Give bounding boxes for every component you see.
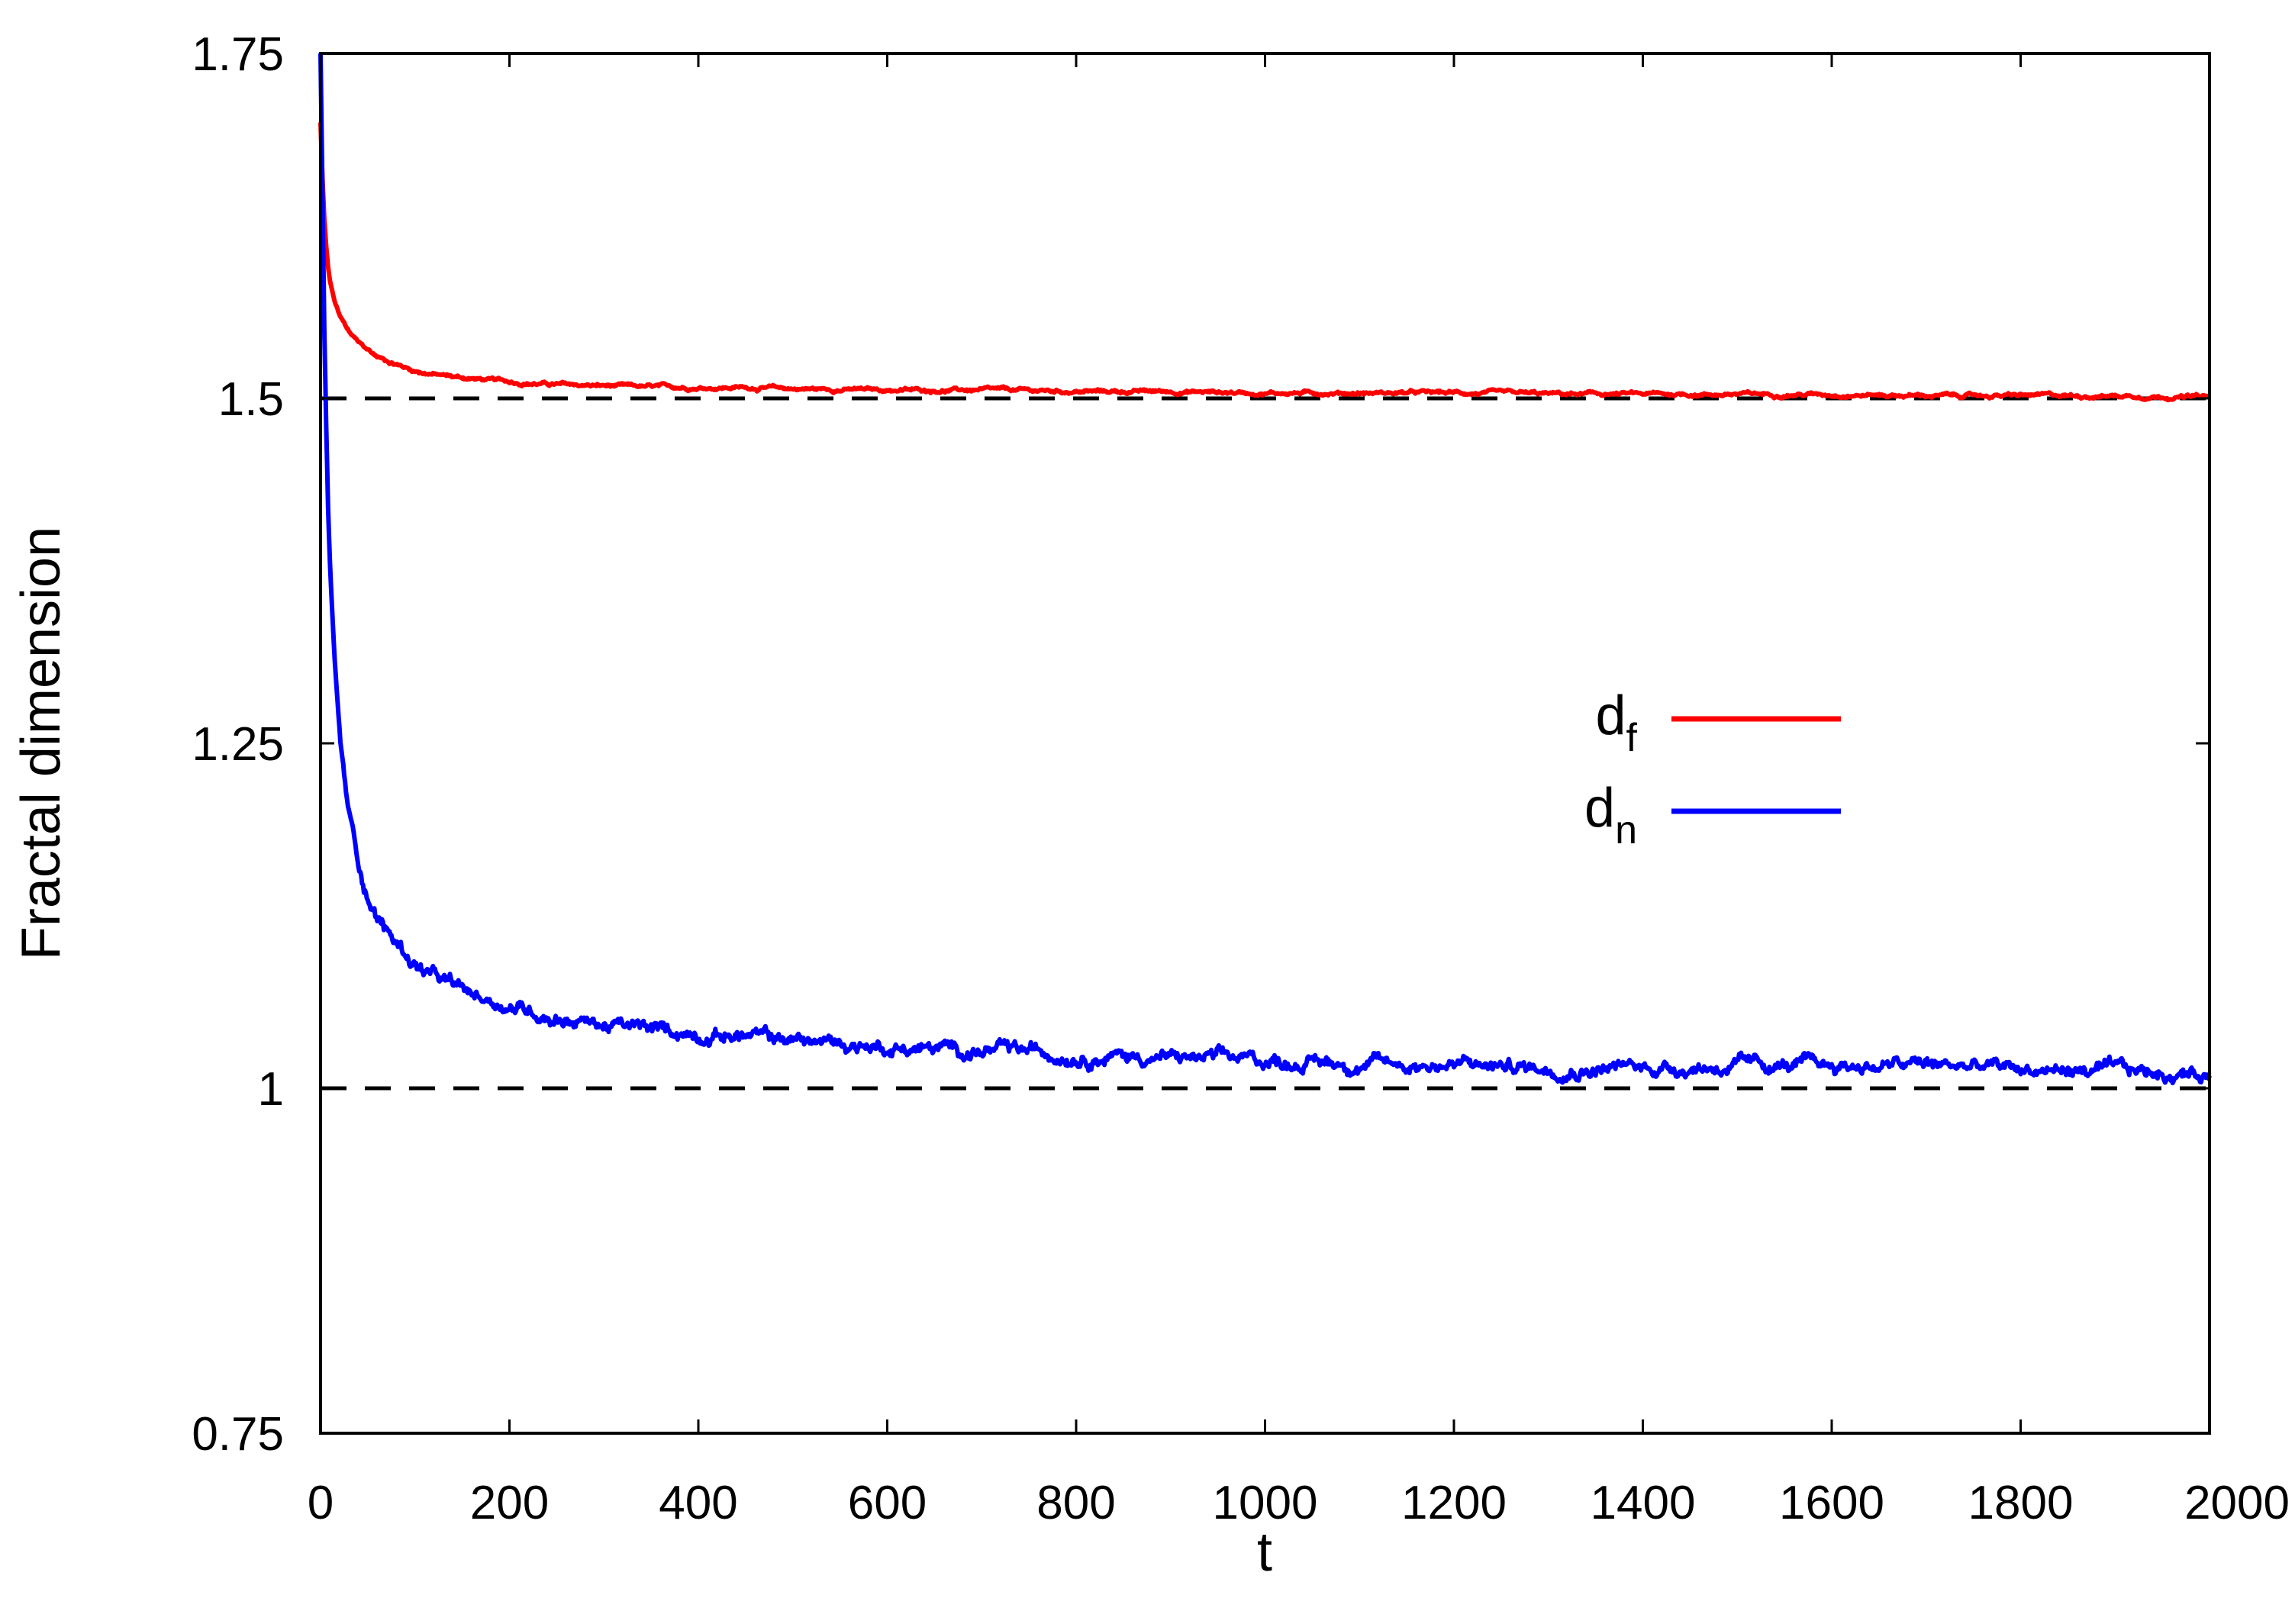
x-tick-label: 200 — [470, 1477, 549, 1529]
x-tick-label: 2000 — [2184, 1477, 2290, 1529]
y-tick-label: 1.75 — [192, 28, 284, 81]
y-tick-label: 1.5 — [218, 373, 284, 426]
legend-entry-df: df — [1596, 685, 1841, 760]
x-tick-label: 1800 — [1968, 1477, 2074, 1529]
legend-label-dn: dn — [1584, 778, 1637, 852]
x-tick-labels: 0 200 400 600 800 1000 1200 1400 1600 1800 2000 — [308, 1477, 2290, 1529]
y-tick-label: 0.75 — [192, 1408, 284, 1461]
y-axis-title: Fractal dimension — [11, 527, 72, 960]
legend-label-df: df — [1596, 685, 1638, 760]
x-tick-label: 600 — [848, 1477, 927, 1529]
axis-ticks — [319, 52, 2211, 1435]
x-tick-label: 1000 — [1213, 1477, 1318, 1529]
legend-label-df-name: d — [1596, 685, 1626, 746]
x-tick-label: 0 — [308, 1477, 334, 1529]
y-tick-labels: 0.75 1 1.25 1.5 1.75 — [192, 28, 284, 1461]
y-tick-label: 1 — [258, 1063, 284, 1116]
x-tick-label: 400 — [659, 1477, 737, 1529]
series-layer — [318, 53, 2212, 1086]
x-tick-label: 1600 — [1779, 1477, 1884, 1529]
legend-label-dn-subscript: n — [1615, 808, 1637, 852]
x-tick-label: 1200 — [1401, 1477, 1507, 1529]
x-tick-label: 1400 — [1591, 1477, 1696, 1529]
legend-label-dn-name: d — [1584, 778, 1615, 839]
series-line-df — [318, 122, 2211, 403]
y-tick-label: 1.25 — [192, 718, 284, 771]
x-tick-label: 800 — [1036, 1477, 1115, 1529]
series-line-dn — [318, 53, 2212, 1086]
x-axis-title: t — [1257, 1522, 1272, 1583]
legend-label-df-subscript: f — [1626, 716, 1638, 760]
legend: df dn — [1584, 685, 1841, 852]
legend-entry-dn: dn — [1584, 778, 1841, 852]
